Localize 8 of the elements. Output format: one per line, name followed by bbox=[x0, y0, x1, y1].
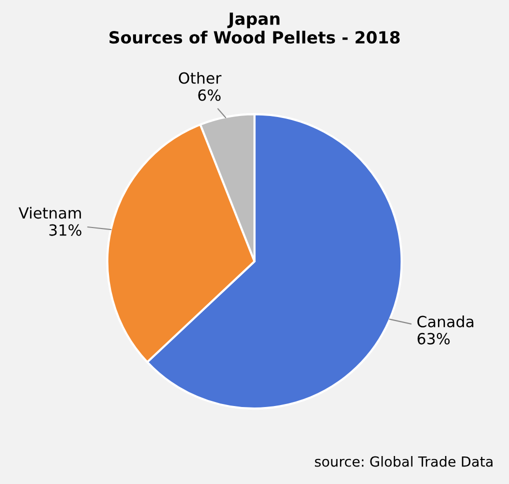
source-note: source: Global Trade Data bbox=[314, 456, 492, 467]
data-label: 6% bbox=[198, 89, 221, 101]
data-label: 63% bbox=[418, 332, 450, 344]
slice-label: Vietnam bbox=[18, 206, 81, 219]
chart-title: Japan Sources of Wood Pellets - 2018 bbox=[109, 12, 400, 44]
data-label: 31% bbox=[49, 224, 82, 236]
slice-label: Canada bbox=[417, 316, 474, 328]
slice-label: Other bbox=[178, 72, 222, 84]
